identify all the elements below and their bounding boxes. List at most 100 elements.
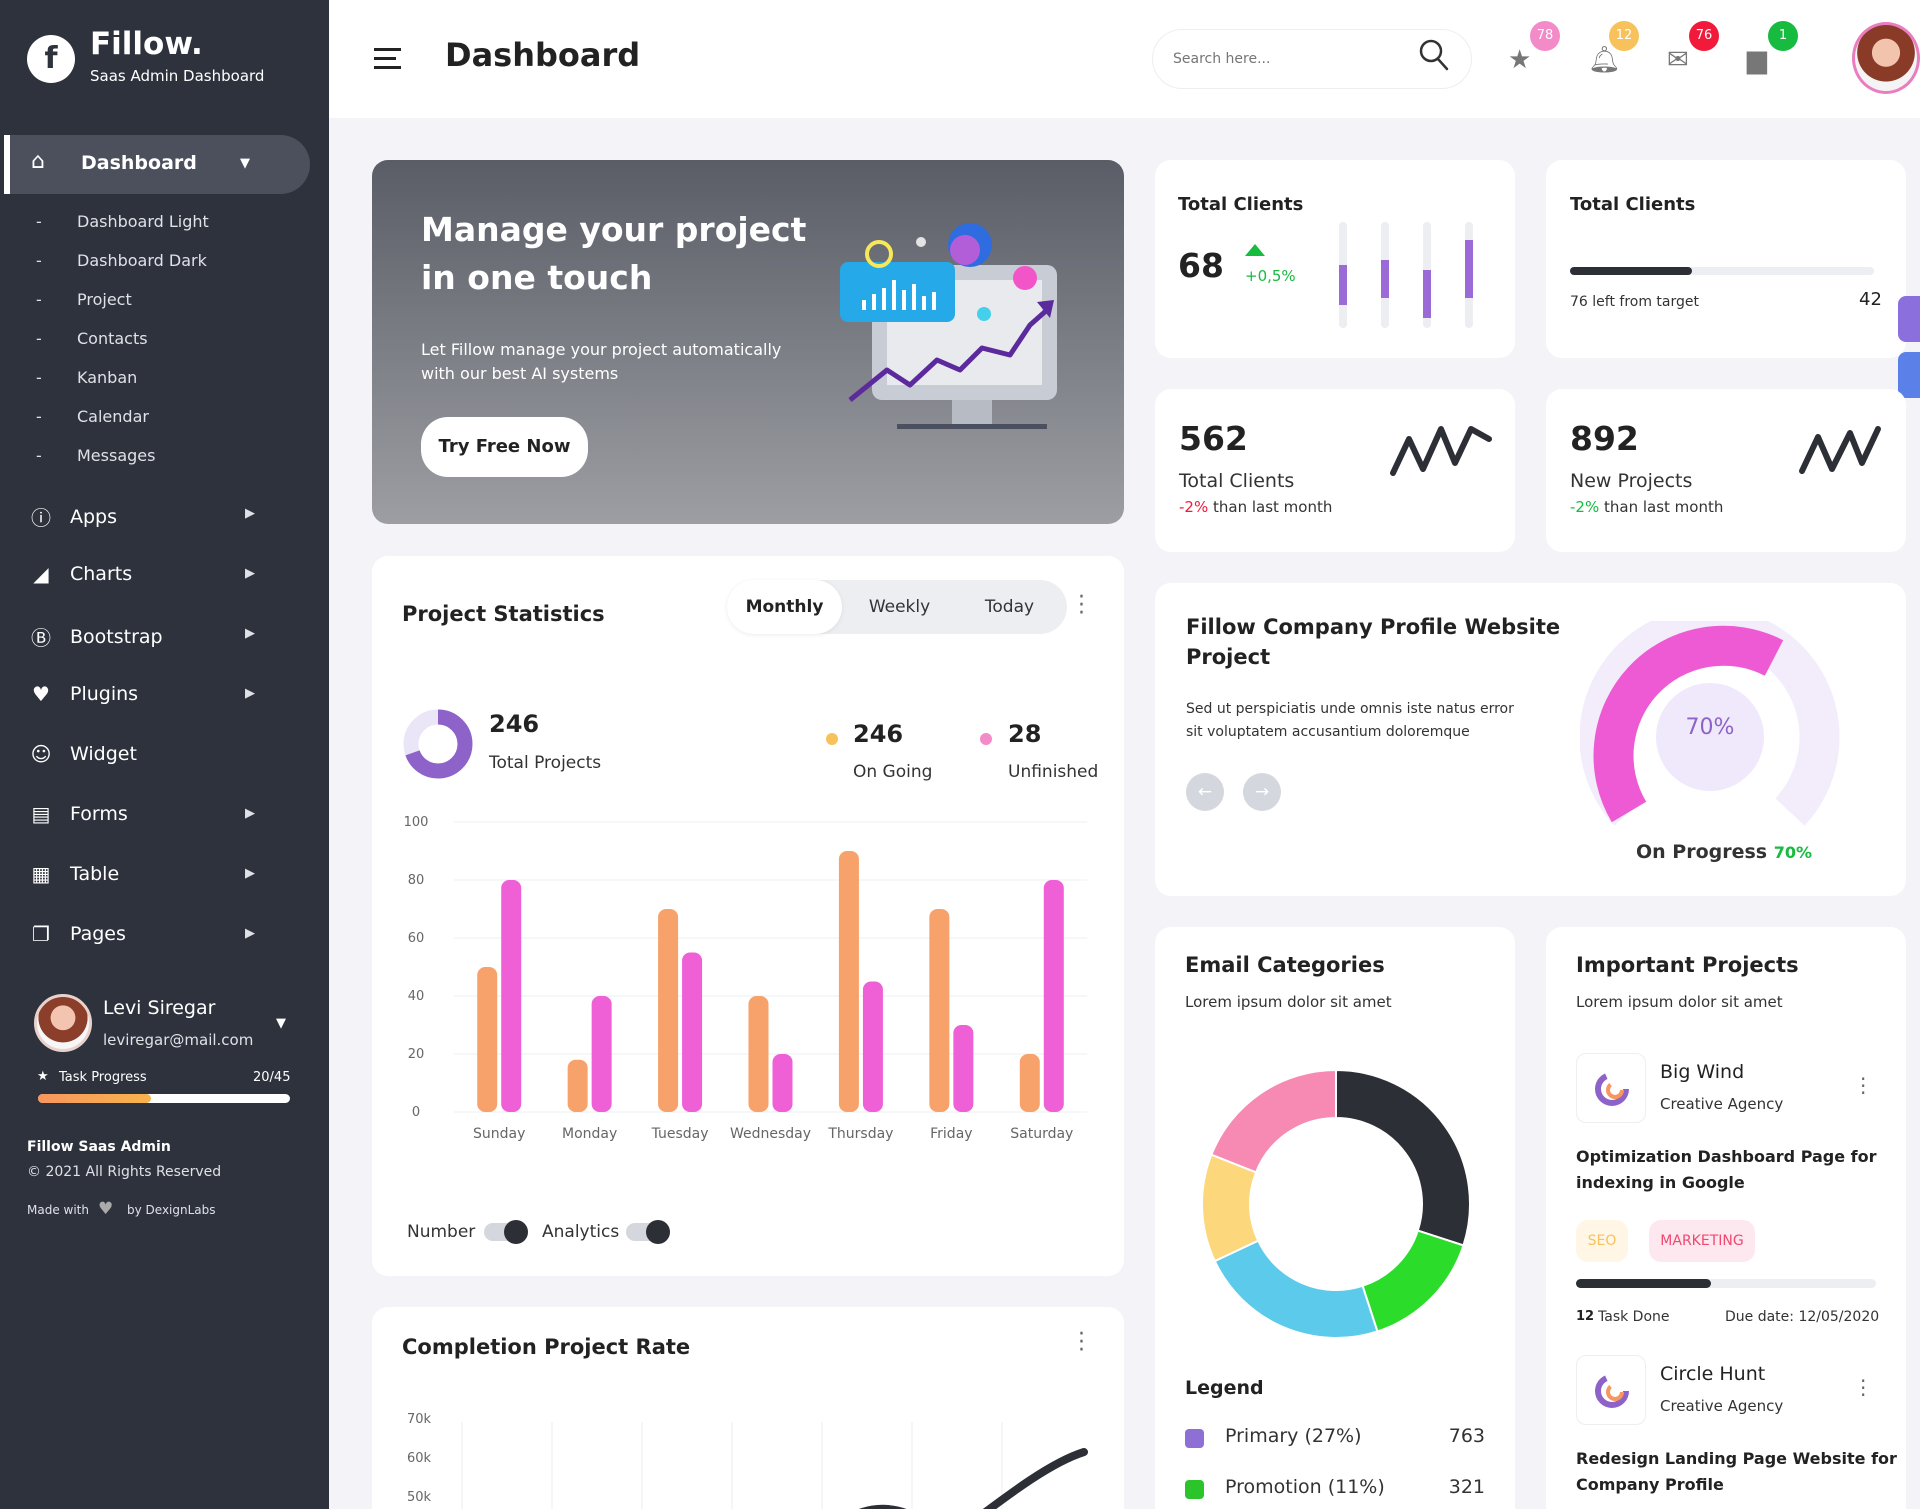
- calendar-icon[interactable]: ▆: [1747, 45, 1767, 75]
- bootstrap-icon: Ⓑ: [31, 626, 51, 650]
- gauge-label: On Progress 70%: [1636, 841, 1812, 863]
- x-tick-label: Friday: [930, 1126, 972, 1142]
- sidebar-subitem[interactable]: - Contacts: [36, 329, 148, 348]
- brand-logo[interactable]: f: [27, 35, 75, 83]
- donut-slice[interactable]: [1213, 1239, 1379, 1339]
- email-categories-card: Email Categories Lorem ipsum dolor sit a…: [1155, 927, 1515, 1509]
- project-agency: Creative Agency: [1660, 1095, 1784, 1113]
- more-vertical-icon[interactable]: · · ·: [1860, 1067, 1867, 1105]
- project-name[interactable]: Big Wind: [1660, 1061, 1745, 1083]
- sidebar-item-dashboard[interactable]: ⌂ Dashboard ▼: [4, 135, 310, 194]
- sidebar-subitem[interactable]: - Project: [36, 290, 132, 309]
- search-input[interactable]: [1152, 29, 1472, 89]
- sidebar-subitem-label: Dashboard Light: [77, 212, 209, 231]
- bar[interactable]: [838, 851, 859, 1112]
- bar[interactable]: [477, 967, 498, 1112]
- sidebar-item-bootstrap[interactable]: Ⓑ Bootstrap: [28, 622, 163, 651]
- star-icon[interactable]: ★: [1508, 45, 1532, 75]
- sidebar-subitem-label: Messages: [77, 446, 156, 465]
- sidebar-subitem[interactable]: - Dashboard Dark: [36, 251, 207, 270]
- calendar-badge: 1: [1768, 21, 1798, 51]
- dash-icon: -: [36, 212, 42, 231]
- theme-tab[interactable]: [1898, 352, 1920, 398]
- bar[interactable]: [1019, 1054, 1040, 1112]
- arrow-right-icon[interactable]: →: [1243, 773, 1281, 811]
- tab-today[interactable]: Today: [984, 597, 1035, 617]
- dash-icon: -: [36, 368, 42, 387]
- bar[interactable]: [862, 981, 883, 1113]
- y-tick-label: 40: [408, 989, 425, 1004]
- sidebar-item-label: Plugins: [70, 683, 139, 705]
- project-name[interactable]: Circle Hunt: [1660, 1363, 1766, 1385]
- arrow-left-icon[interactable]: ←: [1186, 773, 1224, 811]
- bar[interactable]: [591, 996, 612, 1112]
- donut-slice[interactable]: [1210, 1068, 1337, 1174]
- sidebar-item-forms[interactable]: ▤ Forms: [28, 802, 128, 826]
- tab-monthly[interactable]: Monthly: [727, 580, 842, 634]
- card-subtitle: Lorem ipsum dolor sit amet: [1185, 993, 1392, 1011]
- sidebar-item-widget[interactable]: ☺ Widget: [28, 742, 137, 766]
- project-title-1: Fillow Company Profile Website: [1186, 615, 1561, 639]
- ongoing-value: 246: [853, 720, 904, 748]
- sidebar-item-apps[interactable]: ⓘ Apps: [28, 502, 117, 531]
- more-vertical-icon[interactable]: · · ·: [1078, 1322, 1085, 1363]
- sidebar-item-plugins[interactable]: ♥ Plugins: [28, 682, 138, 706]
- progress-gauge: [1580, 621, 1840, 826]
- stat-change: -2%: [1570, 498, 1600, 516]
- x-tick-label: Monday: [562, 1126, 617, 1142]
- banner-desc-1: Let Fillow manage your project automatic…: [421, 340, 782, 359]
- more-vertical-icon[interactable]: · · ·: [1860, 1369, 1867, 1407]
- settings-tab[interactable]: [1898, 296, 1920, 342]
- bar[interactable]: [772, 1054, 793, 1112]
- bar[interactable]: [748, 996, 769, 1112]
- bar[interactable]: [953, 1025, 974, 1112]
- donut-slice[interactable]: [1361, 1229, 1465, 1333]
- sidebar-subitem[interactable]: - Calendar: [36, 407, 149, 426]
- sidebar-item-label: Apps: [70, 505, 118, 528]
- brand-name[interactable]: Fillow.: [90, 26, 203, 62]
- star-badge: 78: [1530, 21, 1560, 51]
- project-task-1: Optimization Dashboard Page for: [1576, 1147, 1877, 1166]
- bar[interactable]: [682, 952, 703, 1113]
- toggle-analytics[interactable]: [626, 1220, 670, 1244]
- toggle-number[interactable]: [484, 1220, 528, 1244]
- change-value: +0,5%: [1245, 267, 1296, 285]
- avatar[interactable]: [1852, 22, 1920, 94]
- menu-icon[interactable]: [374, 48, 401, 69]
- bar[interactable]: [501, 880, 522, 1112]
- sidebar-subitem[interactable]: - Dashboard Light: [36, 212, 209, 231]
- project-logo: [1576, 1355, 1646, 1425]
- bar[interactable]: [1043, 880, 1064, 1112]
- dash-icon: -: [36, 329, 42, 348]
- sidebar-subitem[interactable]: - Messages: [36, 446, 155, 465]
- avatar[interactable]: [34, 994, 92, 1052]
- bell-icon[interactable]: 🔔︎: [1588, 45, 1622, 75]
- target-progress-bar: [1570, 267, 1874, 275]
- sidebar-item-pages[interactable]: ❐ Pages: [28, 922, 126, 946]
- gauge-label-value: 70%: [1773, 843, 1813, 862]
- sidebar: f Fillow. Saas Admin Dashboard ⌂ Dashboa…: [0, 0, 329, 1509]
- bar[interactable]: [929, 909, 950, 1112]
- tab-weekly[interactable]: Weekly: [868, 597, 931, 617]
- chevron-down-icon[interactable]: ▼: [276, 1016, 286, 1031]
- sidebar-subitem[interactable]: - Kanban: [36, 368, 137, 387]
- tag-marketing[interactable]: MARKETING: [1649, 1220, 1755, 1262]
- bar[interactable]: [567, 1059, 588, 1112]
- sidebar-item-table[interactable]: ▦ Table: [28, 862, 120, 886]
- projects-ring: [403, 709, 473, 779]
- donut-slice[interactable]: [1335, 1068, 1471, 1247]
- chevron-down-icon: ▼: [240, 156, 250, 171]
- stat-change-row: -2% than last month: [1179, 498, 1332, 516]
- sidebar-item-charts[interactable]: ◢ Charts: [28, 562, 132, 586]
- dash-icon: -: [36, 290, 42, 309]
- home-icon: ⌂: [31, 149, 45, 174]
- more-vertical-icon[interactable]: · · ·: [1078, 585, 1085, 626]
- project-logo: [1576, 1053, 1646, 1123]
- search-icon[interactable]: [1418, 38, 1449, 74]
- mail-icon[interactable]: ✉: [1667, 45, 1689, 75]
- sidebar-item-label: Bootstrap: [70, 625, 163, 648]
- tag-seo[interactable]: SEO: [1576, 1220, 1628, 1262]
- bar[interactable]: [658, 909, 679, 1112]
- task-progress-label: Task Progress: [59, 1070, 147, 1085]
- try-free-button[interactable]: Try Free Now: [421, 417, 588, 477]
